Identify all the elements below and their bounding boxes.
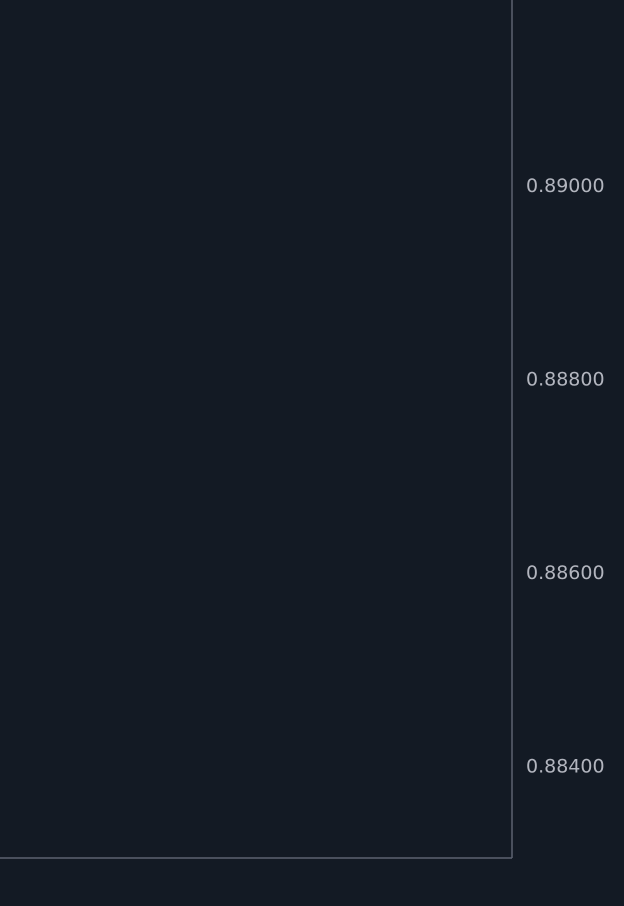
y-tick-label: 0.88400 — [526, 756, 605, 778]
y-tick-label: 0.88800 — [526, 369, 605, 391]
y-tick-label: 0.88600 — [526, 562, 605, 584]
y-tick-label: 0.89000 — [526, 175, 605, 197]
axes: 0.88400 0.88600 0.88800 0.89000 — [526, 175, 605, 777]
